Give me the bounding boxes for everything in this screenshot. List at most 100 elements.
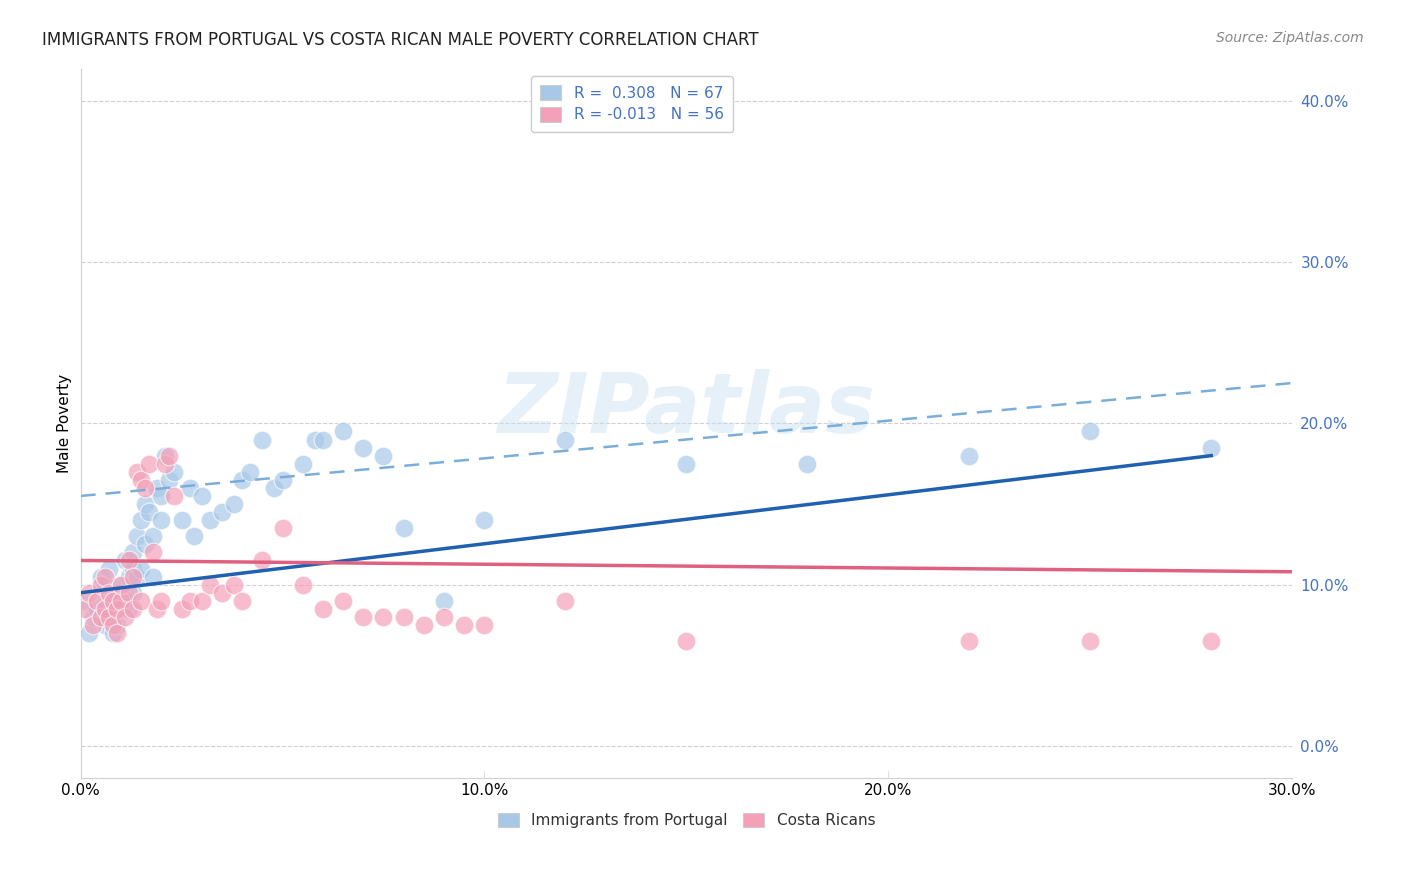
- Point: [82, 610, 104, 624]
- Point: [312, 433, 335, 447]
- Point: [211, 505, 233, 519]
- Point: [90, 610, 112, 624]
- Point: [114, 553, 136, 567]
- Y-axis label: Male Poverty: Male Poverty: [58, 374, 72, 473]
- Point: [129, 594, 152, 608]
- Point: [332, 594, 354, 608]
- Text: Source: ZipAtlas.com: Source: ZipAtlas.com: [1216, 31, 1364, 45]
- Point: [312, 602, 335, 616]
- Point: [271, 521, 294, 535]
- Point: [231, 594, 253, 608]
- Point: [138, 505, 160, 519]
- Point: [110, 594, 132, 608]
- Point: [142, 529, 165, 543]
- Point: [198, 513, 221, 527]
- Point: [170, 602, 193, 616]
- Point: [150, 489, 173, 503]
- Point: [453, 618, 475, 632]
- Point: [97, 610, 120, 624]
- Point: [252, 553, 274, 567]
- Point: [94, 577, 117, 591]
- Point: [105, 626, 128, 640]
- Point: [94, 602, 117, 616]
- Point: [73, 594, 96, 608]
- Point: [142, 569, 165, 583]
- Point: [134, 481, 156, 495]
- Point: [110, 577, 132, 591]
- Point: [162, 489, 184, 503]
- Point: [222, 497, 245, 511]
- Point: [90, 569, 112, 583]
- Point: [150, 513, 173, 527]
- Point: [554, 433, 576, 447]
- Point: [118, 553, 141, 567]
- Point: [114, 594, 136, 608]
- Point: [127, 529, 149, 543]
- Point: [211, 585, 233, 599]
- Point: [1078, 634, 1101, 648]
- Point: [332, 425, 354, 439]
- Point: [291, 577, 314, 591]
- Point: [179, 594, 201, 608]
- Point: [86, 594, 108, 608]
- Point: [271, 473, 294, 487]
- Point: [352, 610, 374, 624]
- Point: [1078, 425, 1101, 439]
- Point: [474, 513, 496, 527]
- Point: [252, 433, 274, 447]
- Point: [1199, 441, 1222, 455]
- Point: [118, 585, 141, 599]
- Point: [94, 569, 117, 583]
- Point: [239, 465, 262, 479]
- Point: [122, 569, 145, 583]
- Point: [191, 489, 214, 503]
- Point: [101, 594, 124, 608]
- Point: [373, 610, 395, 624]
- Point: [90, 577, 112, 591]
- Point: [129, 473, 152, 487]
- Point: [179, 481, 201, 495]
- Point: [134, 497, 156, 511]
- Point: [97, 561, 120, 575]
- Point: [796, 457, 818, 471]
- Point: [82, 618, 104, 632]
- Point: [114, 610, 136, 624]
- Point: [155, 457, 177, 471]
- Point: [101, 618, 124, 632]
- Point: [77, 585, 100, 599]
- Point: [97, 585, 120, 599]
- Point: [554, 594, 576, 608]
- Point: [122, 602, 145, 616]
- Point: [122, 545, 145, 559]
- Point: [191, 594, 214, 608]
- Point: [105, 585, 128, 599]
- Point: [170, 513, 193, 527]
- Point: [129, 561, 152, 575]
- Text: ZIPatlas: ZIPatlas: [498, 368, 876, 450]
- Point: [392, 521, 415, 535]
- Point: [222, 577, 245, 591]
- Point: [263, 481, 285, 495]
- Point: [90, 610, 112, 624]
- Point: [231, 473, 253, 487]
- Point: [129, 513, 152, 527]
- Point: [162, 465, 184, 479]
- Point: [957, 449, 980, 463]
- Point: [433, 594, 456, 608]
- Point: [412, 618, 434, 632]
- Point: [101, 594, 124, 608]
- Point: [101, 585, 124, 599]
- Point: [352, 441, 374, 455]
- Point: [110, 577, 132, 591]
- Point: [474, 618, 496, 632]
- Point: [304, 433, 326, 447]
- Point: [150, 594, 173, 608]
- Point: [73, 602, 96, 616]
- Point: [127, 465, 149, 479]
- Point: [957, 634, 980, 648]
- Point: [105, 618, 128, 632]
- Point: [86, 602, 108, 616]
- Point: [105, 602, 128, 616]
- Point: [291, 457, 314, 471]
- Point: [122, 561, 145, 575]
